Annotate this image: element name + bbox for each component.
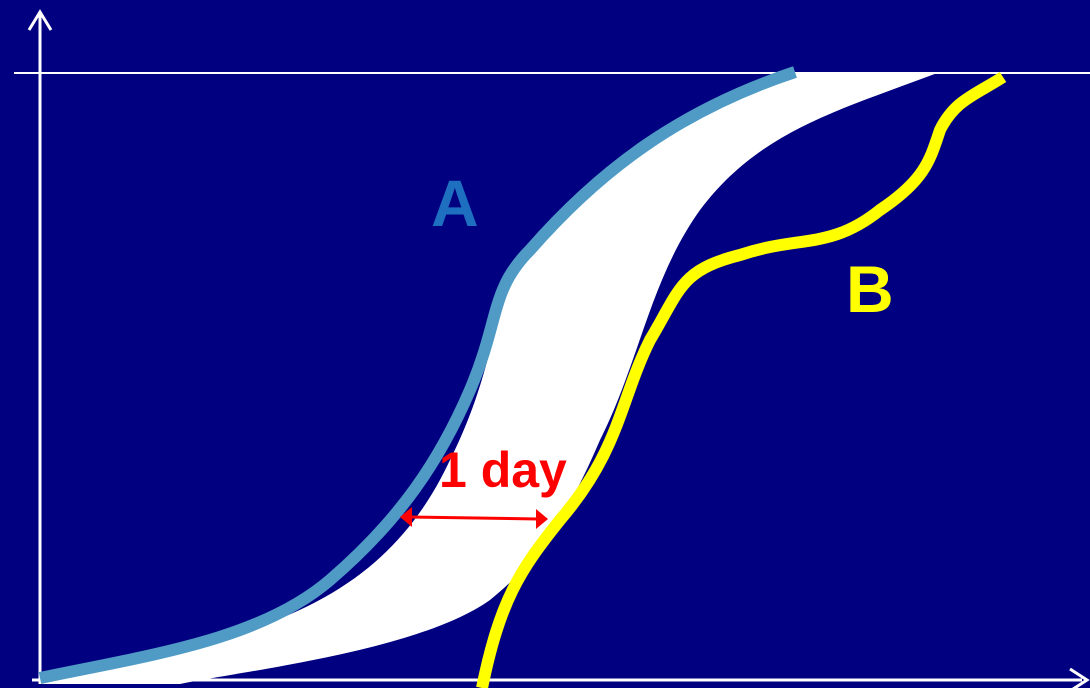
gap-label: 1 day xyxy=(439,442,567,498)
curve-b xyxy=(476,71,1007,688)
curve-a xyxy=(38,66,797,684)
uncertainty-band xyxy=(40,72,940,684)
gap-arrow-right-head xyxy=(536,509,548,529)
x-axis-arrowhead xyxy=(1069,667,1090,688)
y-axis-arrowhead xyxy=(27,9,53,31)
gap-arrow-shaft xyxy=(409,515,539,521)
curve-a-label: A xyxy=(431,166,479,240)
gap-arrow-left-head xyxy=(400,507,412,527)
curve-b-label: B xyxy=(846,252,894,326)
